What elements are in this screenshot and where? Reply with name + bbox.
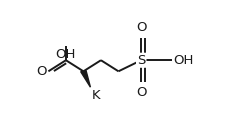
- Text: S: S: [136, 54, 145, 67]
- Text: K: K: [91, 89, 99, 102]
- Text: O: O: [36, 65, 46, 78]
- Text: O: O: [135, 21, 146, 34]
- Polygon shape: [80, 71, 90, 87]
- Text: O: O: [135, 86, 146, 98]
- Text: OH: OH: [56, 48, 76, 61]
- Text: OH: OH: [173, 54, 193, 67]
